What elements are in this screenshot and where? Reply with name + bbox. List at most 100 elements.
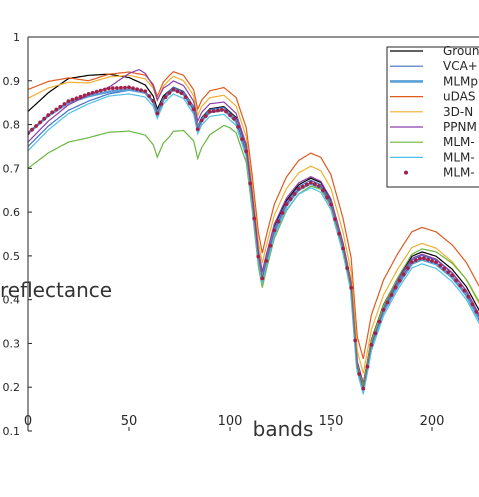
legend-label-3: uDAS bbox=[443, 90, 475, 104]
series-marker-8-78 bbox=[184, 95, 188, 99]
series-marker-8-124 bbox=[277, 220, 281, 224]
series-marker-8-60 bbox=[147, 94, 151, 98]
series-marker-8-40 bbox=[107, 87, 111, 91]
series-marker-8-12 bbox=[50, 110, 54, 114]
series-marker-8-202 bbox=[434, 260, 438, 264]
series-marker-8-56 bbox=[139, 88, 143, 92]
series-marker-8-190 bbox=[410, 260, 414, 264]
y-axis-label: reflectance bbox=[0, 278, 112, 302]
series-marker-8-104 bbox=[236, 125, 240, 129]
series-marker-8-34 bbox=[95, 90, 99, 94]
series-marker-8-186 bbox=[402, 273, 406, 277]
series-marker-8-76 bbox=[180, 91, 184, 95]
series-marker-8-194 bbox=[418, 257, 422, 261]
x-axis-label: bands bbox=[253, 417, 314, 441]
series-marker-8-214 bbox=[458, 284, 462, 288]
series-marker-8-72 bbox=[172, 88, 176, 92]
series-marker-8-130 bbox=[289, 197, 293, 201]
series-marker-8-150 bbox=[329, 203, 333, 207]
legend-label-7: MLM- bbox=[443, 150, 475, 164]
series-marker-8-14 bbox=[54, 108, 58, 112]
legend-label-0: Groun bbox=[443, 44, 479, 58]
x-tick-label-3: 150 bbox=[319, 414, 344, 429]
series-marker-8-2 bbox=[30, 128, 34, 132]
series-marker-8-216 bbox=[462, 289, 466, 293]
series-marker-8-140 bbox=[309, 181, 313, 185]
y-tick-label-5: 0.6 bbox=[3, 206, 21, 219]
series-marker-8-192 bbox=[414, 258, 418, 262]
series-marker-8-208 bbox=[446, 270, 450, 274]
legend-label-4: 3D-N bbox=[443, 105, 473, 119]
series-marker-8-200 bbox=[430, 259, 434, 263]
series-marker-8-166 bbox=[361, 387, 365, 391]
series-marker-8-18 bbox=[63, 102, 67, 106]
series-marker-8-144 bbox=[317, 184, 321, 188]
y-tick-label-2: 0.3 bbox=[3, 337, 21, 350]
series-marker-8-44 bbox=[115, 86, 119, 90]
series-marker-8-58 bbox=[143, 89, 147, 93]
series-marker-8-70 bbox=[168, 91, 172, 95]
series-marker-8-122 bbox=[273, 229, 277, 233]
series-marker-8-36 bbox=[99, 89, 103, 93]
series-marker-8-46 bbox=[119, 86, 123, 90]
series-marker-8-110 bbox=[248, 182, 252, 186]
x-tick-label-2: 100 bbox=[218, 414, 243, 429]
y-tick-label-6: 0.7 bbox=[3, 162, 21, 175]
series-marker-8-176 bbox=[382, 308, 386, 312]
series-marker-8-86 bbox=[200, 119, 204, 123]
series-marker-8-48 bbox=[123, 86, 127, 90]
series-marker-8-62 bbox=[151, 99, 155, 103]
series-marker-8-64 bbox=[155, 112, 159, 116]
series-marker-8-108 bbox=[244, 150, 248, 154]
series-marker-8-152 bbox=[333, 217, 337, 221]
series-marker-8-178 bbox=[386, 301, 390, 305]
series-marker-8-98 bbox=[224, 110, 228, 114]
series-marker-8-120 bbox=[269, 244, 273, 248]
series-marker-8-146 bbox=[321, 189, 325, 193]
series-marker-8-132 bbox=[293, 192, 297, 196]
legend-label-1: VCA+ bbox=[443, 59, 478, 73]
legend-label-5: PPNM bbox=[443, 120, 477, 134]
series-marker-8-134 bbox=[297, 187, 301, 191]
series-marker-8-80 bbox=[188, 101, 192, 105]
x-tick-label-1: 50 bbox=[121, 414, 138, 429]
series-marker-8-32 bbox=[91, 91, 95, 95]
series-marker-8-174 bbox=[378, 320, 382, 324]
series-marker-8-126 bbox=[281, 211, 285, 215]
series-marker-8-68 bbox=[164, 95, 168, 99]
series-marker-8-4 bbox=[34, 124, 38, 128]
series-marker-8-220 bbox=[471, 302, 475, 306]
series-marker-8-38 bbox=[103, 88, 107, 92]
series-marker-8-100 bbox=[228, 113, 232, 117]
y-tick-label-1: 0.2 bbox=[3, 381, 21, 394]
series-marker-8-164 bbox=[357, 372, 361, 376]
legend-label-6: MLM- bbox=[443, 135, 475, 149]
series-marker-8-184 bbox=[398, 279, 402, 283]
series-marker-8-8 bbox=[42, 117, 46, 121]
legend-marker-8 bbox=[404, 171, 408, 175]
series-marker-8-138 bbox=[305, 183, 309, 187]
series-marker-8-90 bbox=[208, 110, 212, 114]
y-tick-label-0: 0.1 bbox=[3, 425, 21, 438]
series-marker-8-204 bbox=[438, 264, 442, 268]
series-marker-8-114 bbox=[256, 255, 260, 259]
legend-label-8: MLM- bbox=[443, 166, 475, 180]
series-marker-8-28 bbox=[83, 94, 87, 98]
series-marker-8-30 bbox=[87, 92, 91, 96]
series-marker-8-26 bbox=[79, 95, 83, 99]
series-marker-8-116 bbox=[260, 277, 264, 281]
series-marker-8-24 bbox=[75, 96, 79, 100]
series-marker-8-88 bbox=[204, 114, 208, 118]
series-marker-8-198 bbox=[426, 258, 430, 262]
series-marker-8-222 bbox=[475, 310, 479, 314]
series-marker-8-218 bbox=[467, 295, 471, 299]
series-marker-8-210 bbox=[450, 274, 454, 278]
series-marker-8-168 bbox=[366, 365, 370, 369]
series-marker-8-172 bbox=[374, 331, 378, 335]
series-marker-8-16 bbox=[58, 105, 62, 109]
x-tick-label-4: 200 bbox=[420, 414, 445, 429]
series-marker-8-6 bbox=[38, 121, 42, 125]
